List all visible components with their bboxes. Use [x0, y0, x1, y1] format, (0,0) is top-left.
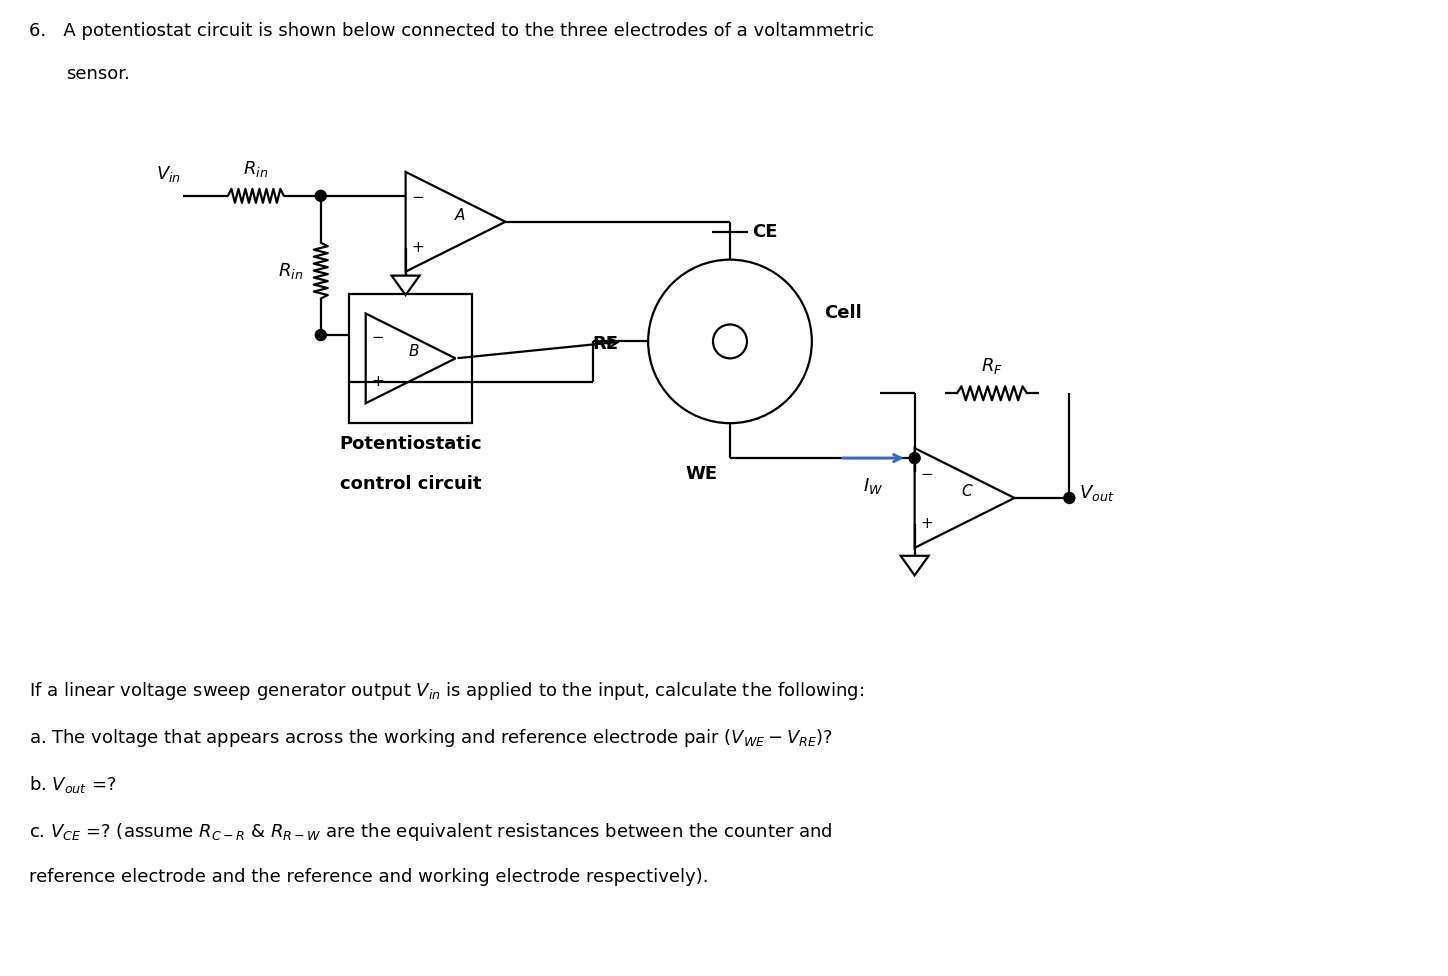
Text: $A$: $A$: [455, 207, 466, 223]
Text: $V_{in}$: $V_{in}$: [156, 164, 181, 183]
Text: $R_F$: $R_F$: [982, 356, 1003, 377]
Text: Cell: Cell: [824, 305, 862, 322]
Text: $V_{out}$: $V_{out}$: [1079, 483, 1115, 503]
Text: reference electrode and the reference and working electrode respectively).: reference electrode and the reference an…: [29, 868, 710, 886]
Circle shape: [909, 453, 919, 464]
Circle shape: [1064, 493, 1074, 504]
Text: Potentiostatic: Potentiostatic: [339, 435, 482, 453]
Text: control circuit: control circuit: [340, 475, 481, 493]
Circle shape: [316, 330, 326, 341]
Text: RE: RE: [592, 336, 618, 353]
Text: sensor.: sensor.: [67, 65, 130, 83]
Text: a. The voltage that appears across the working and reference electrode pair ($V_: a. The voltage that appears across the w…: [29, 727, 834, 750]
Text: $R_{in}$: $R_{in}$: [243, 159, 268, 179]
Text: $I_W$: $I_W$: [863, 476, 883, 496]
Circle shape: [316, 190, 326, 201]
Text: If a linear voltage sweep generator output $V_{in}$ is applied to the input, cal: If a linear voltage sweep generator outp…: [29, 680, 864, 703]
Text: $B$: $B$: [408, 344, 420, 359]
Text: WE: WE: [686, 466, 718, 483]
Bar: [349, 294, 472, 424]
Text: c. $V_{CE}$ =? (assume $R_{C-R}$ & $R_{R-W}$ are the equivalent resistances betw: c. $V_{CE}$ =? (assume $R_{C-R}$ & $R_{R…: [29, 821, 833, 843]
Text: 6.   A potentiostat circuit is shown below connected to the three electrodes of : 6. A potentiostat circuit is shown below…: [29, 22, 875, 40]
Text: $-$: $-$: [919, 465, 933, 479]
Text: $+$: $+$: [371, 374, 384, 389]
Text: CE: CE: [752, 223, 778, 241]
Text: $R_{in}$: $R_{in}$: [278, 261, 303, 281]
Text: b. $V_{out}$ =?: b. $V_{out}$ =?: [29, 774, 117, 795]
Text: $-$: $-$: [411, 188, 424, 203]
Text: $+$: $+$: [919, 516, 933, 531]
Text: $+$: $+$: [411, 240, 424, 255]
Text: $C$: $C$: [961, 483, 975, 499]
Text: $-$: $-$: [371, 328, 384, 343]
